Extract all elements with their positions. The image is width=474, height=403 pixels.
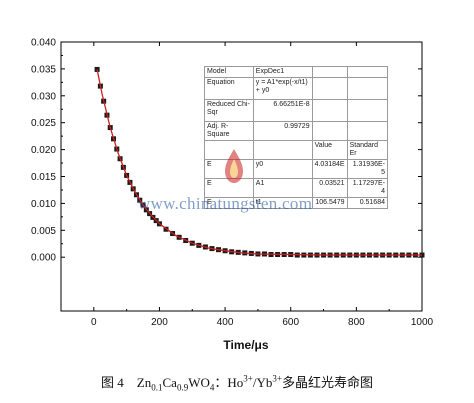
caption-fig-number: 图 4	[101, 375, 124, 390]
fit-equation-value: y = A1*exp(-x/t1) + y0	[252, 77, 313, 100]
watermark-logo-icon	[225, 149, 243, 183]
x-tick-label: 400	[217, 317, 234, 328]
x-tick-label: 600	[282, 317, 299, 328]
fit-param-error: 0.51684	[346, 197, 389, 209]
fit-adjr-label: Adj. R-Square	[204, 121, 254, 141]
x-tick-label: 0	[91, 317, 97, 328]
fit-param-row: E A1 0.03521 1.17297E-4	[204, 178, 389, 198]
x-tick-label: 200	[151, 317, 168, 328]
caption-ca-sub: 0.9	[176, 382, 189, 393]
x-axis-title: Time/μs	[223, 338, 268, 352]
x-tick-label: 800	[348, 317, 365, 328]
fit-col-value: Value	[311, 140, 348, 160]
caption-zn-sub: 0.1	[151, 382, 163, 393]
fit-equation-row: Equation y = A1*exp(-x/t1) + y0	[204, 77, 389, 100]
fit-param-value: 0.03521	[311, 178, 348, 198]
watermark-text: www.chinatungsten.com	[138, 194, 313, 213]
caption-tail: 多晶红光寿命图	[281, 375, 373, 390]
y-tick-label: 0.025	[31, 118, 56, 129]
y-tick-label: 0.035	[31, 64, 56, 75]
y-tick-label: 0.030	[31, 91, 56, 102]
x-axis: 0 200 400 600 800 1000	[60, 42, 434, 328]
fit-param-value: 4.03184E	[311, 159, 348, 179]
fit-model-row: Model ExpDec1	[204, 66, 389, 78]
caption-ca: Ca	[162, 375, 177, 390]
fit-chisqr-label: Reduced Chi-Sqr	[204, 99, 254, 122]
y-tick-label: 0.005	[31, 226, 56, 237]
x-tick-label: 1000	[411, 317, 434, 328]
y-axis: 0.040 0.035 0.030 0.025 0.020 0.015 0.010 0.005…	[31, 38, 422, 264]
caption-wo: WO	[188, 375, 210, 390]
fit-param-error: 1.17297E-4	[346, 178, 389, 198]
y-tick-label: 0.015	[31, 172, 56, 183]
data-layer	[94, 66, 425, 258]
caption-zn: Zn	[136, 375, 152, 390]
fit-param-row: E t1 106.5479 0.51684	[204, 197, 389, 209]
y-tick-label: 0.010	[31, 199, 56, 210]
fit-adjr-row: Adj. R-Square 0.99729	[204, 121, 389, 141]
fit-adjr-value: 0.99729	[252, 121, 313, 141]
caption-ho-sup: 3+	[243, 373, 253, 384]
caption-ho: Ho	[227, 375, 244, 390]
fit-results-table: Model ExpDec1 Equation y = A1*exp(-x/t1)…	[204, 66, 389, 209]
fit-model-value: ExpDec1	[252, 66, 313, 78]
fit-chisqr-value: 6.66251E-8	[252, 99, 313, 122]
fit-curve-line	[96, 69, 422, 256]
y-tick-label: 0.020	[31, 145, 56, 156]
fit-param-error: 1.31936E-5	[346, 159, 389, 179]
fit-equation-label: Equation	[204, 77, 254, 100]
caption-yb-sup: 3+	[272, 373, 282, 384]
figure-caption: 图 4 Zn0.1Ca0.9WO4：Ho3+/Yb3+多晶红光寿命图	[0, 372, 474, 393]
fit-col-error: Standard Er	[346, 140, 389, 160]
fit-param-name: y0	[252, 159, 313, 179]
y-tick-label: 0.000	[31, 253, 56, 264]
fit-param-value: 106.5479	[311, 197, 348, 209]
y-tick-label: 0.040	[31, 38, 56, 49]
caption-colon: ：	[214, 375, 228, 390]
fit-chisqr-row: Reduced Chi-Sqr 6.66251E-8	[204, 99, 389, 122]
fit-model-label: Model	[204, 66, 254, 78]
fit-param-tag: E	[204, 197, 254, 209]
caption-wo-sub: 4	[209, 382, 215, 393]
caption-yb: /Yb	[252, 375, 273, 390]
